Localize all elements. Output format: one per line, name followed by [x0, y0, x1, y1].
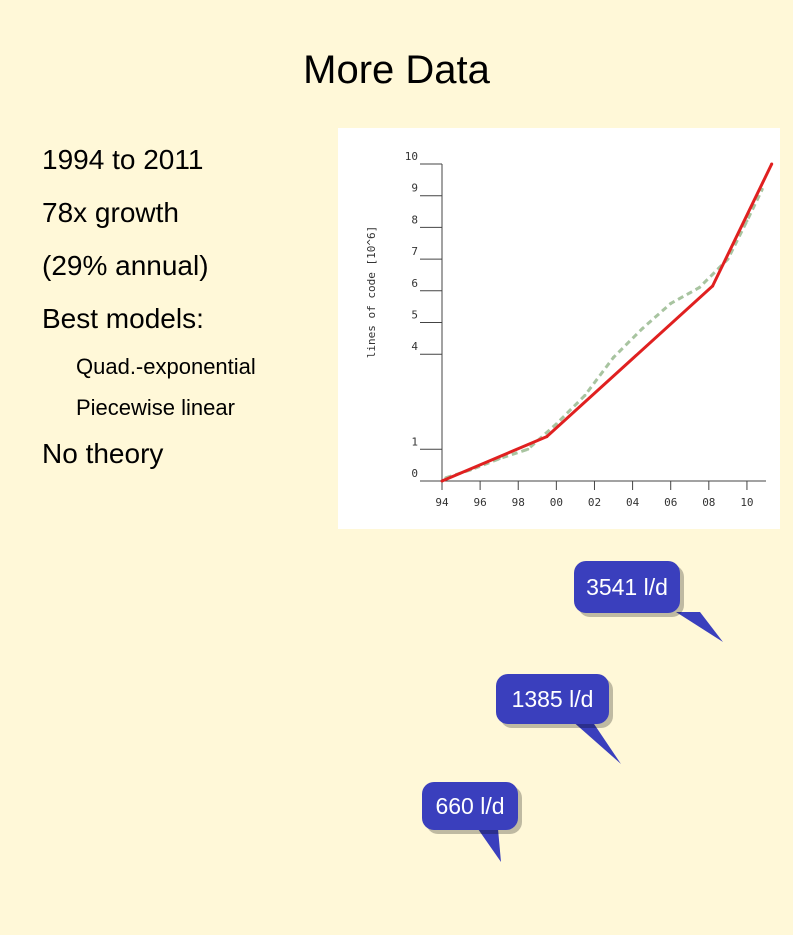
callout-label-3541: 3541 l/d	[574, 561, 680, 613]
y-axis-label: lines of code [10^6]	[365, 226, 378, 358]
measured-data-point	[583, 393, 587, 397]
measured-data-point	[554, 422, 558, 426]
bullet-item: 78x growth	[42, 197, 179, 228]
x-tick-label: 10	[740, 496, 753, 509]
measured-data-point	[526, 447, 530, 451]
y-tick-label: 9	[411, 182, 418, 195]
x-tick-label: 98	[512, 496, 525, 509]
measured-data-line	[445, 188, 764, 480]
x-tick-label: 04	[626, 496, 640, 509]
sub-bullet-item: Quad.-exponential	[76, 354, 256, 379]
measured-data-point	[697, 286, 701, 290]
loc-growth-chart: lines of code [10^6] 0 1 4 5 6 7 8 9 10 94 96 98 00 0…	[365, 150, 774, 509]
x-tick-label: 08	[702, 496, 715, 509]
sub-bullet-item: Piecewise linear	[76, 395, 235, 420]
bullet-item: 1994 to 2011	[42, 144, 204, 175]
piecewise-linear-point	[770, 162, 774, 166]
chart-panel: lines of code [10^6] 0 1 4 5 6 7 8 9 10 94 96 98 00 0…	[338, 128, 780, 862]
y-tick-label: 7	[411, 245, 418, 258]
x-tick-label: 94	[435, 496, 449, 509]
bullet-item: (29% annual)	[42, 250, 209, 281]
piecewise-linear-line	[441, 163, 774, 483]
y-tick-label: 8	[411, 213, 418, 226]
callout-label-660: 660 l/d	[422, 782, 518, 830]
y-tick-label: 1	[411, 435, 418, 448]
y-tick-label: 5	[411, 309, 418, 322]
callout-pointer	[478, 612, 723, 862]
y-tick-label: 0	[411, 467, 418, 480]
y-tick-label: 6	[411, 277, 418, 290]
piecewise-linear-point	[545, 435, 549, 439]
piecewise-linear-point	[711, 284, 715, 288]
bullet-item: Best models:	[42, 303, 204, 334]
bullet-list: 1994 to 2011 78x growth (29% annual) Bes…	[42, 140, 256, 487]
x-tick-label: 96	[473, 496, 486, 509]
callout-label-1385: 1385 l/d	[496, 674, 609, 724]
y-tick-label: 4	[411, 340, 418, 353]
measured-data-point	[669, 301, 673, 305]
piecewise-linear-point	[440, 479, 444, 483]
slide-title: More Data	[303, 48, 490, 92]
x-tick-label: 02	[588, 496, 601, 509]
measured-data-point	[745, 219, 749, 223]
y-tick-label: 10	[405, 150, 418, 163]
measured-data-point	[612, 355, 616, 359]
measured-data-point	[640, 327, 644, 331]
x-tick-label: 00	[550, 496, 563, 509]
x-tick-label: 06	[664, 496, 677, 509]
bullet-item: No theory	[42, 438, 164, 469]
